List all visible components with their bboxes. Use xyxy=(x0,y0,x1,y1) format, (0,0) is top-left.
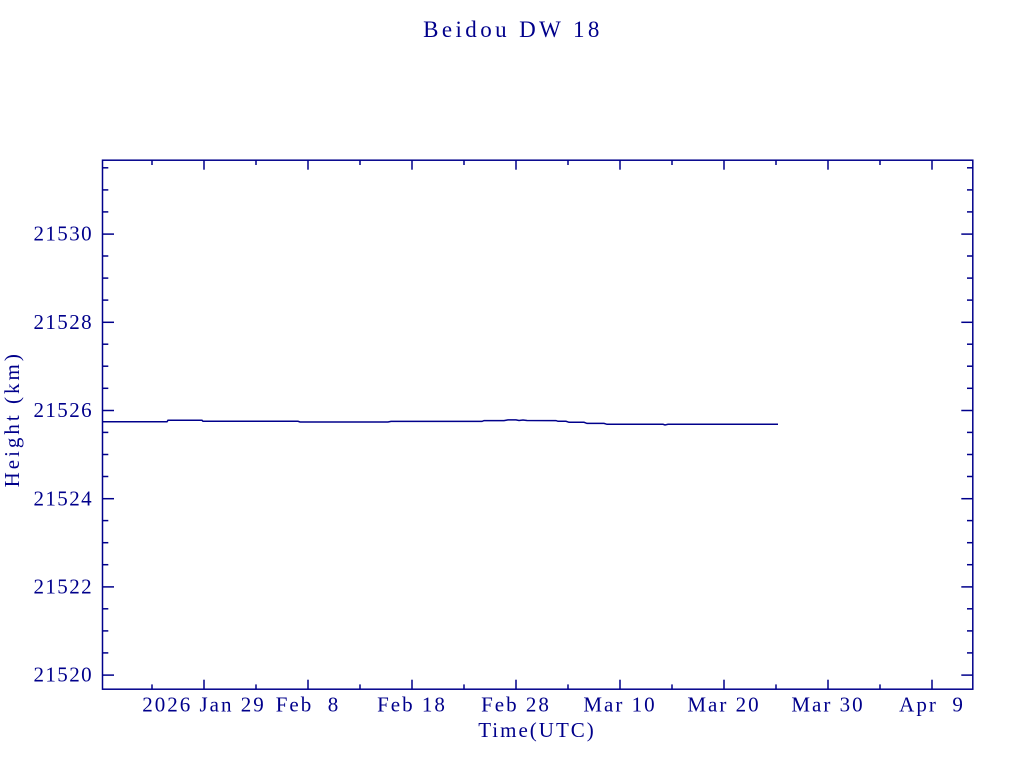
svg-text:Mar 10: Mar 10 xyxy=(583,693,656,717)
svg-text:21530: 21530 xyxy=(34,222,94,246)
svg-text:Feb 18: Feb 18 xyxy=(377,693,447,717)
svg-text:Height (km): Height (km) xyxy=(0,351,24,487)
svg-text:Feb 8: Feb 8 xyxy=(276,693,341,717)
svg-text:21526: 21526 xyxy=(34,398,94,422)
svg-text:Time(UTC): Time(UTC) xyxy=(478,718,596,742)
svg-text:21522: 21522 xyxy=(34,575,94,599)
svg-text:Feb 28: Feb 28 xyxy=(481,693,551,717)
svg-text:Mar 30: Mar 30 xyxy=(791,693,864,717)
svg-text:21520: 21520 xyxy=(34,663,94,687)
svg-text:21528: 21528 xyxy=(34,310,94,334)
svg-text:2026 Jan 29: 2026 Jan 29 xyxy=(142,693,266,717)
svg-text:21524: 21524 xyxy=(34,486,94,510)
svg-text:Beidou DW 18: Beidou DW 18 xyxy=(423,17,603,42)
svg-text:Mar 20: Mar 20 xyxy=(687,693,760,717)
svg-text:Apr 9: Apr 9 xyxy=(899,693,965,717)
